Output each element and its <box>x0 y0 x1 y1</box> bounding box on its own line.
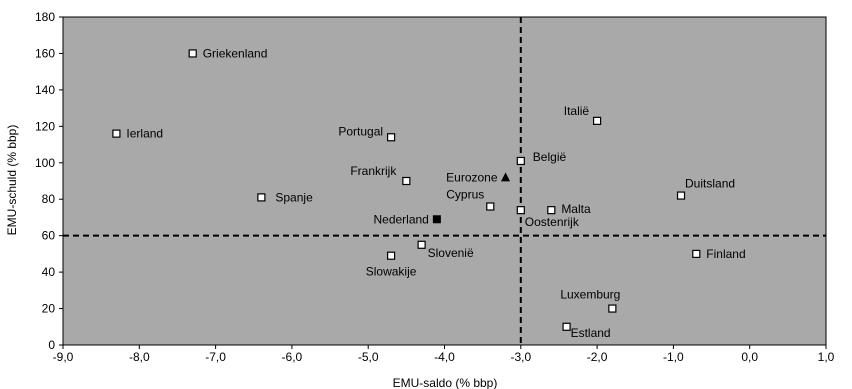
point-duitsland <box>676 191 686 200</box>
label-finland: Finland <box>706 247 745 261</box>
x-tick-label: -6,0 <box>282 350 303 364</box>
label-spanje: Spanje <box>275 190 313 204</box>
label-ierland: Ierland <box>126 127 163 141</box>
point-finland <box>692 249 701 258</box>
point-cyprus <box>486 202 495 211</box>
label-malta: Malta <box>561 202 591 216</box>
point-labels: Griekenland Ierland Spanje Portugal Frankrij… <box>126 46 745 339</box>
label-duitsland: Duitsland <box>685 177 735 191</box>
x-tick-label: -1,0 <box>663 350 684 364</box>
x-tick-label: -9,0 <box>53 350 74 364</box>
label-cyprus: Cyprus <box>446 188 484 202</box>
point-frankrijk <box>402 176 411 186</box>
point-portugal <box>386 133 396 142</box>
plot-background <box>62 16 827 346</box>
point-itali- <box>592 116 602 125</box>
label-estland: Estland <box>571 326 611 340</box>
label-itali-: Italië <box>564 104 590 118</box>
y-tick-label: 120 <box>35 119 55 133</box>
point-nederland <box>432 215 441 224</box>
x-tick-label: -7,0 <box>205 350 226 364</box>
label-eurozone: Eurozone <box>446 170 498 184</box>
x-tick-label: -3,0 <box>510 350 531 364</box>
label-sloveni-: Slovenië <box>428 246 474 260</box>
x-tick-label: -2,0 <box>587 350 608 364</box>
point-estland <box>562 322 571 331</box>
point-malta <box>547 206 556 215</box>
label-nederland: Nederland <box>373 212 428 226</box>
point-belgi- <box>516 156 525 166</box>
y-axis-title: EMU-schuld (% bbp) <box>5 125 19 236</box>
axes: -9,0 -8,0 -7,0 -6,0 -5,0 -4,0 -3,0 -2,0 -1,0 0,0 1… <box>35 10 835 364</box>
label-portugal: Portugal <box>338 124 383 138</box>
point-sloveni- <box>417 240 426 249</box>
reference-lines <box>63 17 826 345</box>
label-oostenrijk: Oostenrijk <box>525 215 580 229</box>
point-griekenland <box>188 49 197 58</box>
x-axis-title: EMU-saldo (% bbp) <box>393 376 498 389</box>
y-tick-label: 60 <box>42 229 56 243</box>
point-luxemburg <box>608 304 617 313</box>
point-spanje <box>257 193 266 202</box>
x-tick-label: -8,0 <box>129 350 150 364</box>
x-tick-label: 0,0 <box>741 350 758 364</box>
point-slowakije <box>386 251 396 260</box>
y-tick-label: 80 <box>42 192 56 206</box>
label-griekenland: Griekenland <box>203 46 268 60</box>
x-tick-label: -4,0 <box>434 350 455 364</box>
y-tick-label: 20 <box>42 302 56 316</box>
y-tick-label: 40 <box>42 265 56 279</box>
y-tick-label: 180 <box>35 10 55 24</box>
point-ierland <box>112 129 121 138</box>
data-points <box>112 49 701 331</box>
label-belgi-: België <box>533 150 567 164</box>
label-slowakije: Slowakije <box>366 265 417 279</box>
plot-area <box>62 16 827 346</box>
label-frankrijk: Frankrijk <box>350 164 397 178</box>
y-tick-label: 160 <box>35 46 55 60</box>
y-tick-label: 100 <box>35 156 55 170</box>
y-tick-label: 0 <box>48 338 55 352</box>
point-eurozone <box>501 172 511 182</box>
x-tick-label: 1,0 <box>818 350 835 364</box>
label-luxemburg: Luxemburg <box>560 288 620 302</box>
point-oostenrijk <box>516 206 525 215</box>
x-tick-label: -5,0 <box>358 350 379 364</box>
y-tick-label: 140 <box>35 83 55 97</box>
